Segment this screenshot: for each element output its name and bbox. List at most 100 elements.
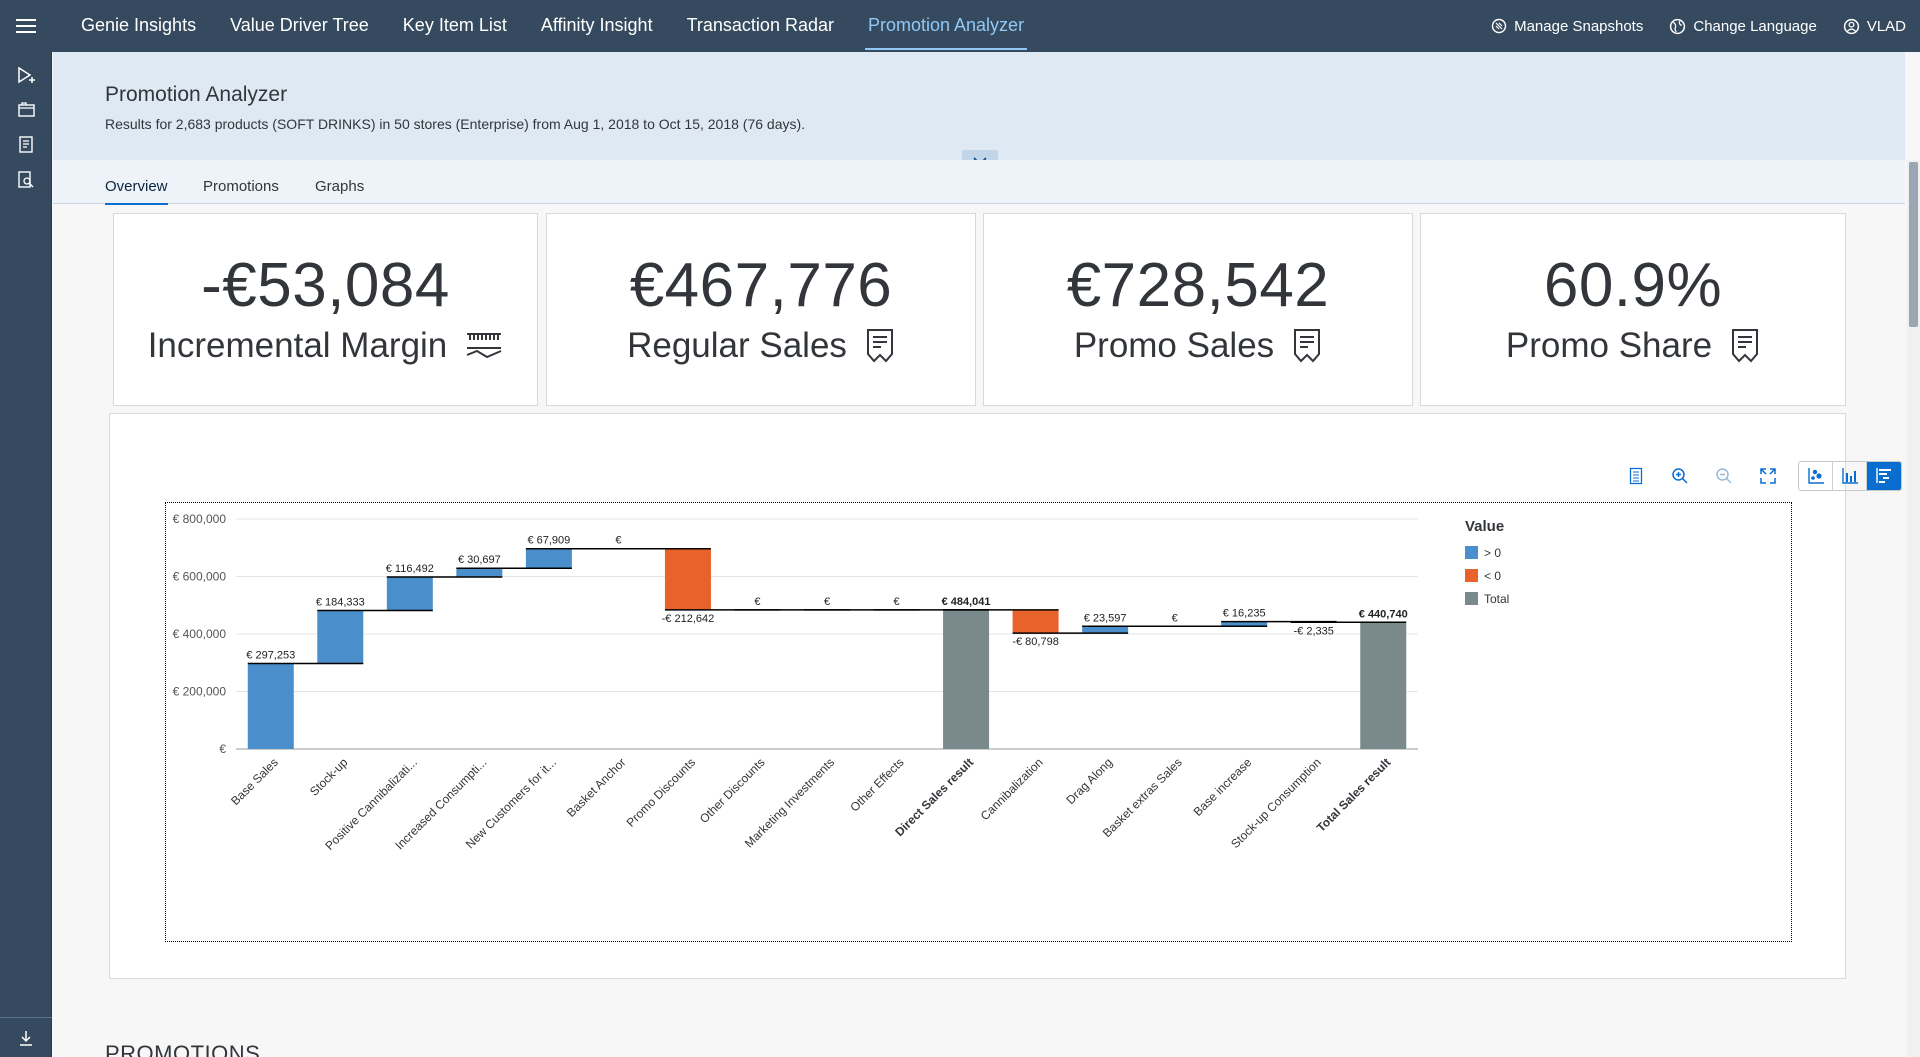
- data-label: € 297,253: [246, 650, 295, 662]
- nav-affinity-insight[interactable]: Affinity Insight: [540, 15, 653, 35]
- tab-overview[interactable]: Overview: [105, 178, 168, 205]
- column-chart-button[interactable]: [1833, 462, 1867, 490]
- data-label: € 440,740: [1359, 608, 1408, 620]
- menu-icon[interactable]: [0, 0, 52, 52]
- receipt-icon: [866, 329, 893, 363]
- waterfall-chart: € € 200,000 € 400,000 € 600,000 € 800,000 € …: [173, 512, 1510, 853]
- kpi-promo-sales[interactable]: €728,542 Promo Sales: [983, 213, 1413, 406]
- folder-icon: [17, 101, 35, 117]
- kpi-value: -€53,084: [201, 251, 450, 320]
- chart-plot-area: € € 200,000 € 400,000 € 600,000 € 800,000 € …: [165, 502, 1792, 942]
- zoom-out-button[interactable]: [1706, 461, 1742, 491]
- scrollbar-thumb[interactable]: [1909, 162, 1918, 327]
- data-label: € 30,697: [458, 554, 501, 566]
- tab-graphs[interactable]: Graphs: [315, 178, 365, 195]
- data-label: € 484,041: [942, 596, 991, 608]
- manage-snapshots-button[interactable]: Manage Snapshots: [1491, 18, 1643, 35]
- legend-swatch: [1465, 546, 1478, 559]
- data-label: €: [824, 596, 830, 608]
- promotions-section-heading: PROMOTIONS: [105, 1041, 261, 1057]
- document-icon: [19, 136, 33, 153]
- chart-toolbar: [1610, 461, 1902, 491]
- shell-bar: Genie Insights Value Driver Tree Key Ite…: [0, 0, 1920, 52]
- kpi-value: €728,542: [1066, 251, 1330, 320]
- zoom-in-button[interactable]: [1662, 461, 1698, 491]
- x-tick-label: Basket extras Sales: [1100, 755, 1185, 840]
- side-navigation: [0, 52, 52, 1057]
- y-tick-label: €: [219, 742, 226, 756]
- x-tick-label: Cannibalization: [978, 755, 1046, 823]
- bar: [1360, 622, 1407, 749]
- user-name: VLAD: [1866, 17, 1906, 35]
- bar: [386, 577, 433, 611]
- data-label: €: [615, 535, 621, 547]
- tab-bar: Overview Promotions Graphs: [53, 160, 1905, 205]
- tab-promotions[interactable]: Promotions: [203, 178, 279, 195]
- nav-key-item-list[interactable]: Key Item List: [402, 15, 507, 35]
- document-search-icon: [18, 171, 34, 188]
- page-title: Promotion Analyzer: [105, 83, 288, 106]
- kpi-regular-sales[interactable]: €467,776 Regular Sales: [546, 213, 976, 406]
- legend-swatch: [1465, 592, 1478, 605]
- waterfall-chart-button[interactable]: [1867, 462, 1901, 490]
- kpi-incremental-margin[interactable]: -€53,084 Incremental Margin: [113, 213, 538, 406]
- kpi-promo-share[interactable]: 60.9% Promo Share: [1420, 213, 1846, 406]
- data-label: -€ 2,335: [1294, 625, 1334, 637]
- side-search-report-button[interactable]: [0, 162, 52, 197]
- fullscreen-icon: [1760, 468, 1776, 484]
- user-icon: [1843, 18, 1859, 34]
- bar: [1012, 609, 1059, 634]
- play-add-icon: [18, 66, 35, 83]
- bar: [664, 548, 711, 610]
- data-label: € 16,235: [1223, 608, 1266, 620]
- side-folder-button[interactable]: [0, 92, 52, 127]
- globe-icon: [1670, 18, 1686, 34]
- y-tick-label: € 200,000: [173, 685, 227, 699]
- zoom-out-icon: [1716, 468, 1732, 484]
- page-scrollbar[interactable]: [1907, 160, 1920, 1057]
- scatter-chart-button[interactable]: [1799, 462, 1833, 490]
- x-tick-label: Other Discounts: [697, 755, 768, 826]
- x-tick-label: Drag Along: [1063, 755, 1115, 807]
- nav-value-driver-tree[interactable]: Value Driver Tree: [230, 15, 369, 35]
- legend-item: Total: [1484, 592, 1509, 606]
- nav-promotion-analyzer[interactable]: Promotion Analyzer: [851, 0, 1041, 52]
- receipt-icon: [1294, 329, 1321, 363]
- waterfall-chart-card: € € 200,000 € 400,000 € 600,000 € 800,000 € …: [109, 413, 1902, 979]
- x-tick-label: Direct Sales result: [892, 755, 976, 839]
- data-label: € 67,909: [527, 535, 570, 547]
- y-tick-label: € 800,000: [173, 512, 227, 526]
- user-menu-button[interactable]: VLAD: [1843, 18, 1906, 35]
- data-label: -€ 212,642: [662, 613, 715, 625]
- snapshot-icon: [1491, 18, 1507, 34]
- kpi-label: Promo Sales: [1073, 326, 1275, 365]
- x-tick-label: Other Effects: [847, 755, 906, 814]
- x-tick-label: Total Sales result: [1314, 755, 1394, 835]
- data-label: €: [754, 596, 760, 608]
- table-icon: [1629, 467, 1643, 485]
- bar: [247, 663, 294, 749]
- data-label: € 23,597: [1084, 612, 1127, 624]
- data-label: €: [893, 596, 899, 608]
- x-tick-label: Basket Anchor: [564, 755, 629, 820]
- x-tick-label: Base increase: [1191, 755, 1255, 819]
- bar: [525, 548, 572, 569]
- side-run-button[interactable]: [0, 57, 52, 92]
- data-label: -€ 80,798: [1012, 636, 1058, 648]
- bar: [317, 610, 364, 664]
- side-download-button[interactable]: [0, 1017, 52, 1057]
- table-view-button[interactable]: [1618, 461, 1654, 491]
- kpi-label: Regular Sales: [627, 326, 847, 365]
- nav-genie-insights[interactable]: Genie Insights: [81, 15, 197, 35]
- manage-snapshots-label: Manage Snapshots: [1514, 17, 1644, 35]
- waterfall-chart-icon: [1876, 468, 1891, 483]
- page-subtitle: Results for 2,683 products (SOFT DRINKS)…: [105, 116, 806, 132]
- bar: [1082, 626, 1129, 634]
- fullscreen-button[interactable]: [1750, 461, 1786, 491]
- change-language-label: Change Language: [1693, 17, 1817, 35]
- side-report-button[interactable]: [0, 127, 52, 162]
- change-language-button[interactable]: Change Language: [1669, 17, 1817, 35]
- nav-transaction-radar[interactable]: Transaction Radar: [686, 15, 834, 35]
- legend-item: > 0: [1484, 546, 1501, 560]
- kpi-label: Incremental Margin: [147, 326, 448, 365]
